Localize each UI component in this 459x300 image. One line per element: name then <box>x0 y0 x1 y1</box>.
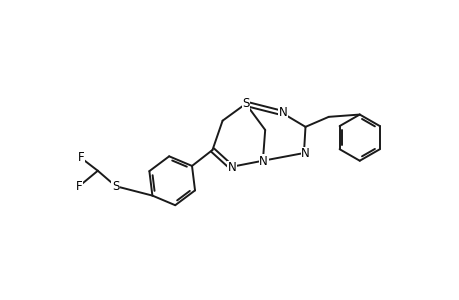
Text: N: N <box>301 147 309 160</box>
Text: S: S <box>112 180 119 193</box>
Text: N: N <box>227 161 236 174</box>
Text: F: F <box>76 180 82 193</box>
Text: N: N <box>278 106 287 119</box>
Text: F: F <box>77 151 84 164</box>
Text: S: S <box>241 97 249 110</box>
Text: N: N <box>259 155 268 168</box>
